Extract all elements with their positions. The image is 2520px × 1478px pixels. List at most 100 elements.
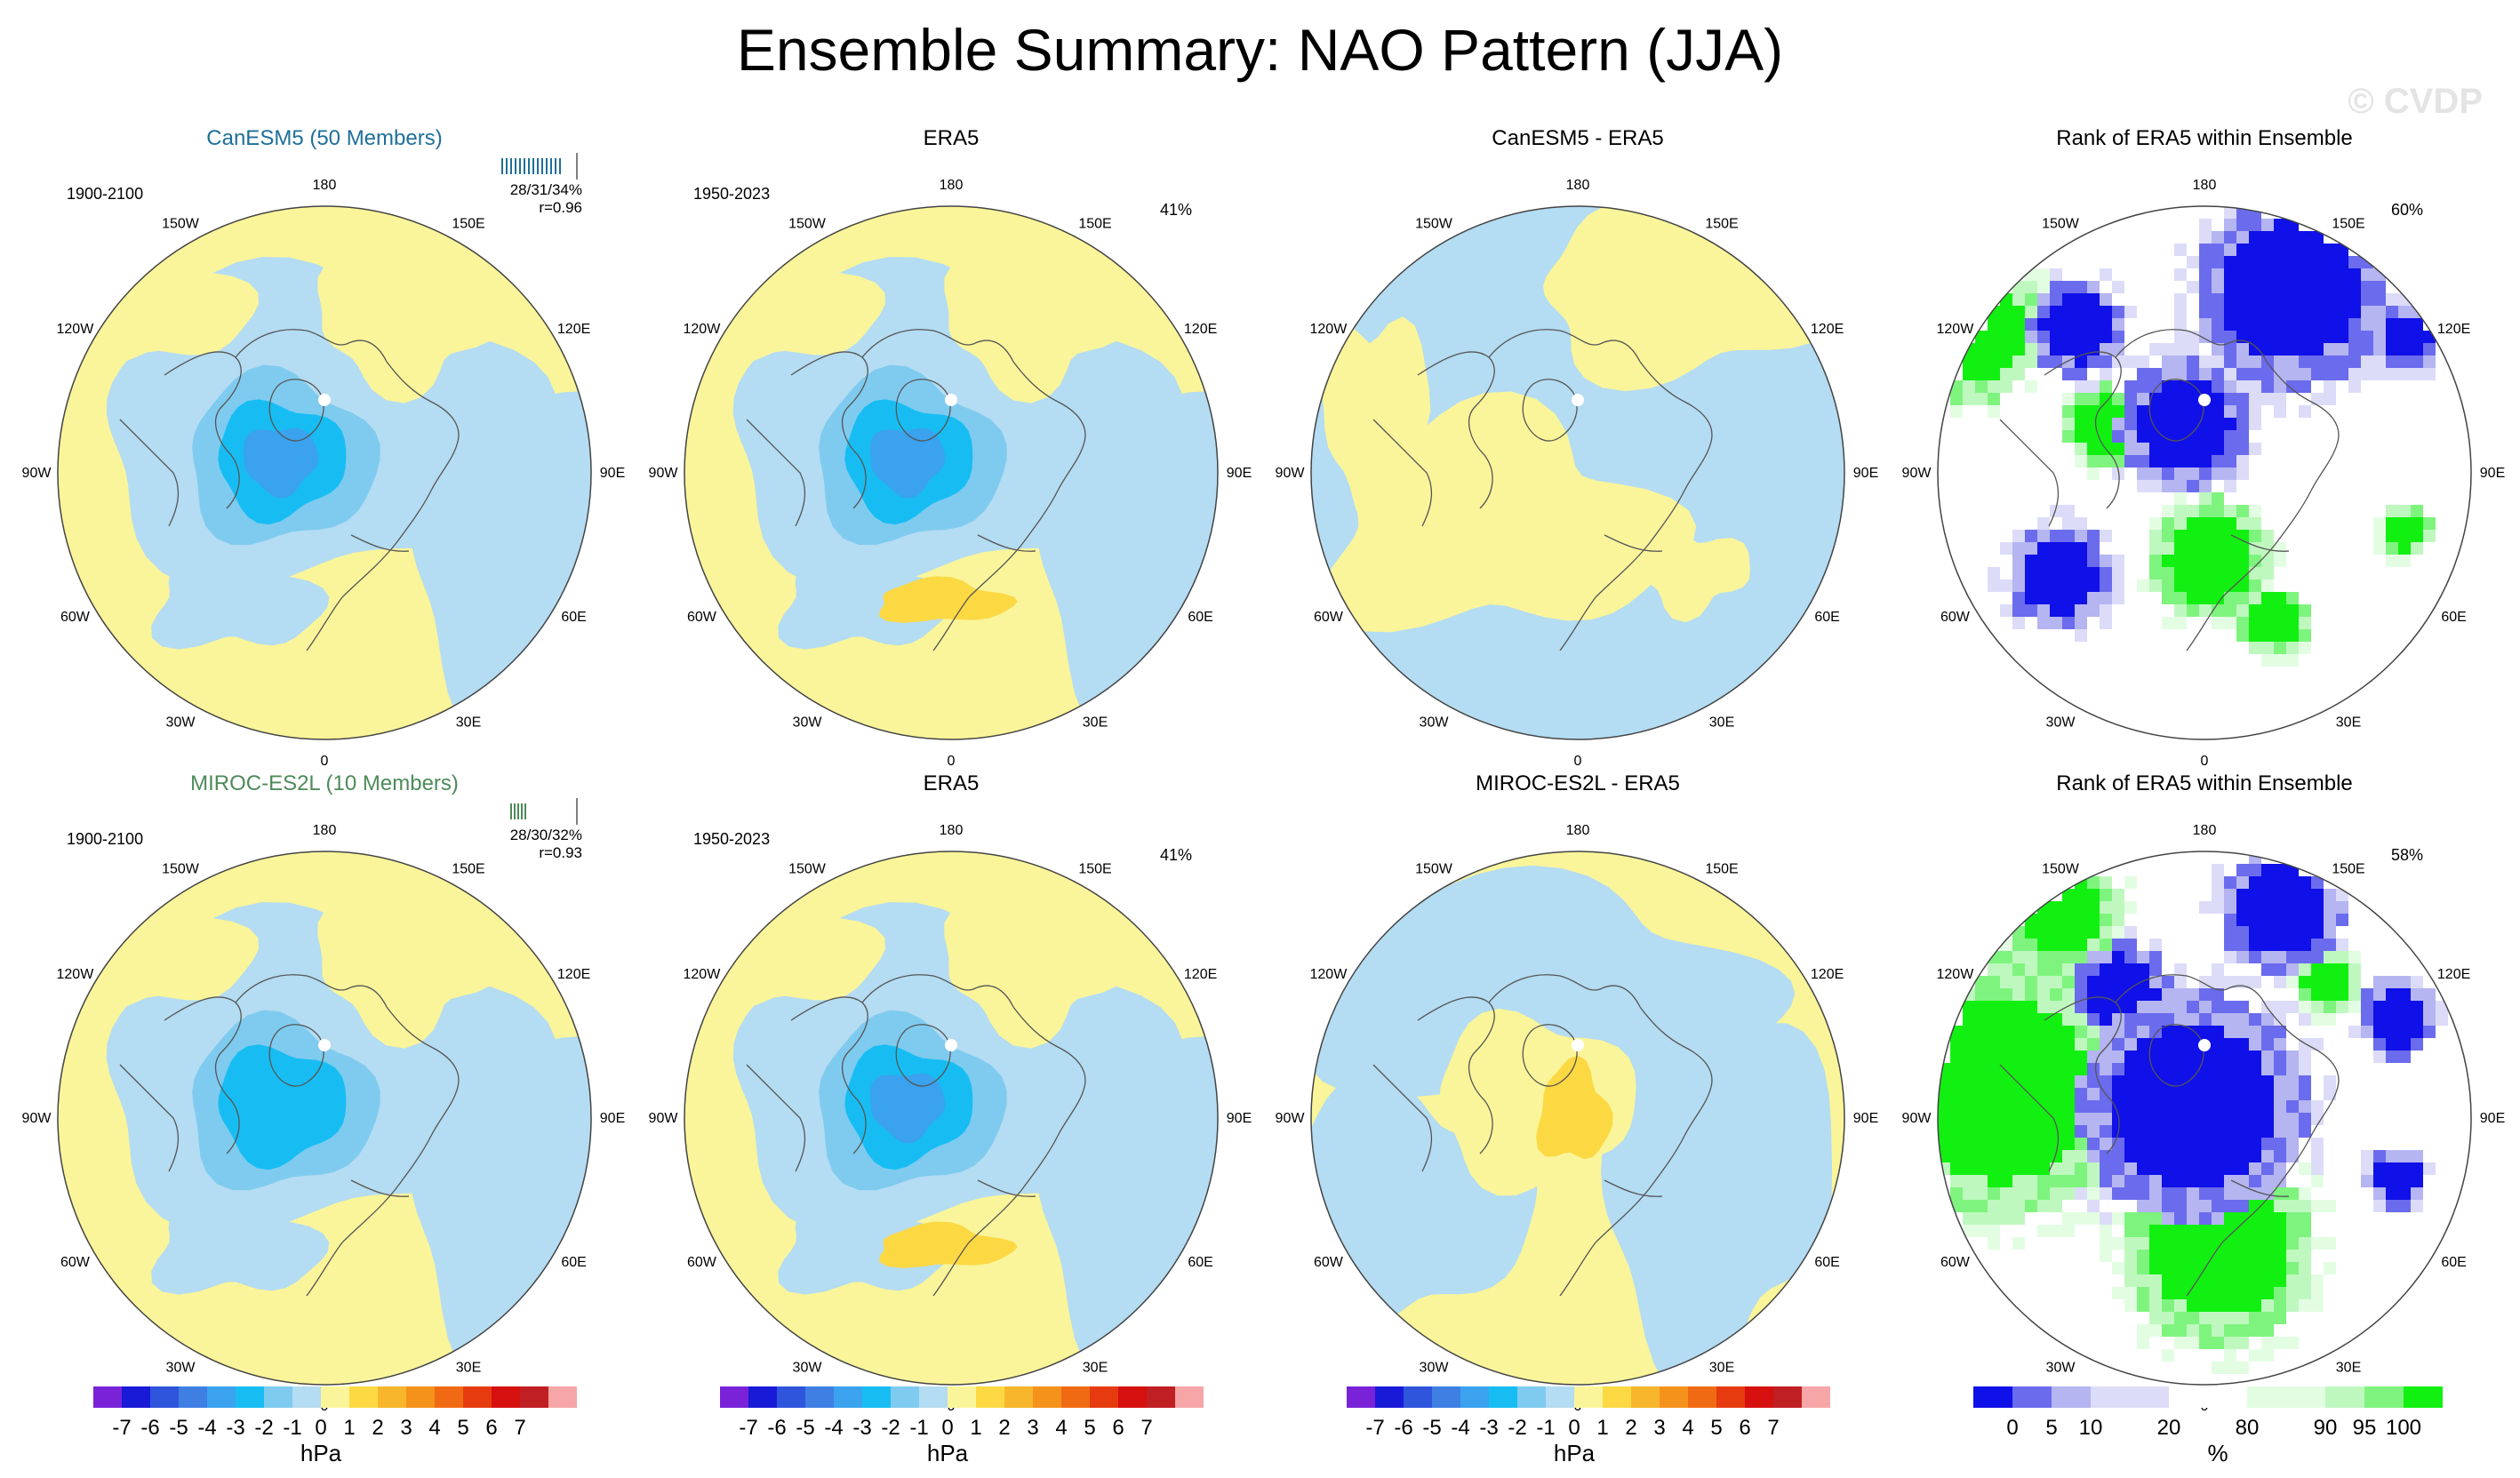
- rank-cell-high: [2012, 1026, 2025, 1038]
- rank-cell-low: [2174, 244, 2187, 256]
- rank-cell-low: [2149, 343, 2162, 356]
- ensemble-pct-range: 28/30/32%: [509, 827, 582, 843]
- rank-cell-low: [2137, 1113, 2149, 1125]
- rank-cell-low: [2100, 951, 2112, 963]
- rank-cell-high: [1988, 306, 2000, 318]
- colorbar-swatch: [406, 1386, 435, 1408]
- rank-cell-high: [2137, 1299, 2149, 1312]
- rank-cell-low: [2087, 1100, 2100, 1113]
- longitude-label: 150E: [1705, 216, 1738, 231]
- rank-cell-low: [2112, 1038, 2124, 1051]
- rank-cell-low: [2423, 1001, 2436, 1013]
- rank-cell-low: [2012, 555, 2025, 567]
- rank-cell-low: [2087, 579, 2100, 592]
- rank-cell-low: [2249, 331, 2261, 343]
- rank-cell-low: [2411, 1150, 2423, 1162]
- rank-cell-low: [2149, 951, 2162, 963]
- rank-cell-low: [2398, 293, 2411, 306]
- rank-cell-low: [2187, 418, 2199, 430]
- rank-cell-low: [2249, 418, 2261, 430]
- rank-cell-high: [2224, 567, 2236, 579]
- rank-cell-low: [2261, 1100, 2274, 1113]
- rank-cell-low: [2249, 256, 2261, 268]
- colorbar-tick-label: 80: [2236, 1416, 2260, 1440]
- rank-cell-low: [2274, 1150, 2286, 1162]
- rank-cell-low: [2212, 343, 2224, 356]
- rank-cell-high: [2149, 1312, 2162, 1324]
- colorbar-tick-label: -6: [140, 1416, 159, 1440]
- rank-cell-low: [2137, 1063, 2149, 1075]
- rank-cell-low: [2212, 380, 2224, 393]
- rank-cell-low: [2224, 1038, 2236, 1051]
- rank-cell-low: [2174, 963, 2187, 976]
- rank-cell-low: [2236, 1038, 2249, 1051]
- pole-marker: [945, 394, 957, 406]
- rank-cell-low: [2249, 939, 2261, 951]
- rank-cell-high: [2012, 1187, 2025, 1200]
- rank-cell-low: [2386, 318, 2398, 331]
- rank-cell-high: [2212, 1312, 2224, 1324]
- rank-cell-high: [2324, 1200, 2336, 1212]
- rank-cell-high: [2112, 889, 2124, 901]
- rank-cell-low: [2311, 306, 2324, 318]
- rank-cell-low: [2286, 1100, 2299, 1113]
- rank-cell-low: [2124, 380, 2137, 393]
- rank-cell-high: [2000, 1113, 2012, 1125]
- map-field: [58, 206, 591, 739]
- colorbar-tick-label: -3: [226, 1416, 244, 1440]
- rank-cell-low: [2124, 951, 2137, 963]
- rank-cell-high: [2100, 380, 2112, 393]
- rank-cell-high: [2000, 380, 2012, 393]
- coastline: [2186, 1179, 2290, 1297]
- coastline: [1012, 361, 1086, 491]
- longitude-label: 90W: [1902, 1111, 1932, 1126]
- rank-cell-low: [2274, 306, 2286, 318]
- rank-cell-high: [2236, 1212, 2249, 1225]
- colorbar-swatch: [2325, 1386, 2364, 1408]
- longitude-label: 180: [313, 178, 337, 193]
- rank-cell-low: [2249, 343, 2261, 356]
- rank-cell-high: [2249, 517, 2261, 530]
- rank-cell-low: [2075, 988, 2087, 1001]
- rank-cell-low: [2398, 1175, 2411, 1187]
- rank-cell-low: [2236, 1051, 2249, 1063]
- colorbar-tick-label: 10: [2079, 1416, 2103, 1440]
- rank-cell-high: [2012, 1113, 2025, 1125]
- rank-cell-low: [2249, 306, 2261, 318]
- rank-cell-high: [2162, 592, 2174, 604]
- rank-cell-high: [2299, 1287, 2311, 1299]
- rank-cell-high: [1975, 368, 1988, 380]
- rank-cell-high: [2025, 1138, 2037, 1150]
- rank-cell-high: [2187, 542, 2199, 555]
- rank-cell-high: [2386, 542, 2398, 555]
- rank-cell-low: [2373, 1001, 2386, 1013]
- rank-cell-high: [1988, 368, 2000, 380]
- rank-cell-low: [2137, 1051, 2149, 1063]
- rank-cell-high: [2037, 1075, 2050, 1088]
- rank-cell-high: [2187, 1225, 2199, 1237]
- rank-cell-high: [2261, 1237, 2274, 1250]
- longitude-label: 180: [940, 823, 964, 838]
- rank-cell-low: [2224, 876, 2236, 889]
- rank-cell-high: [2311, 988, 2324, 1001]
- rank-cell-low: [2423, 356, 2436, 368]
- rank-cell-high: [2050, 988, 2062, 1001]
- rank-cell-low: [2386, 976, 2398, 988]
- coastline: [1372, 1064, 1433, 1172]
- rank-cell-low: [2100, 555, 2112, 567]
- rank-cell-low: [2336, 256, 2348, 268]
- rank-cell-high: [2062, 1225, 2075, 1237]
- rank-cell-high: [2398, 517, 2411, 530]
- rank-cell-low: [2336, 901, 2348, 914]
- rank-cell-low: [2162, 393, 2174, 405]
- rank-cell-low: [2274, 889, 2286, 901]
- rank-cell-high: [2012, 293, 2025, 306]
- colorbar-tick-label: 5: [1084, 1416, 1095, 1440]
- rank-cell-high: [2249, 1225, 2261, 1237]
- longitude-label: 60E: [1188, 1255, 1212, 1270]
- rank-cell-high: [2261, 642, 2274, 654]
- rank-cell-high: [2324, 951, 2336, 963]
- rank-cell-high: [2087, 1162, 2100, 1175]
- rank-cell-low: [2149, 1051, 2162, 1063]
